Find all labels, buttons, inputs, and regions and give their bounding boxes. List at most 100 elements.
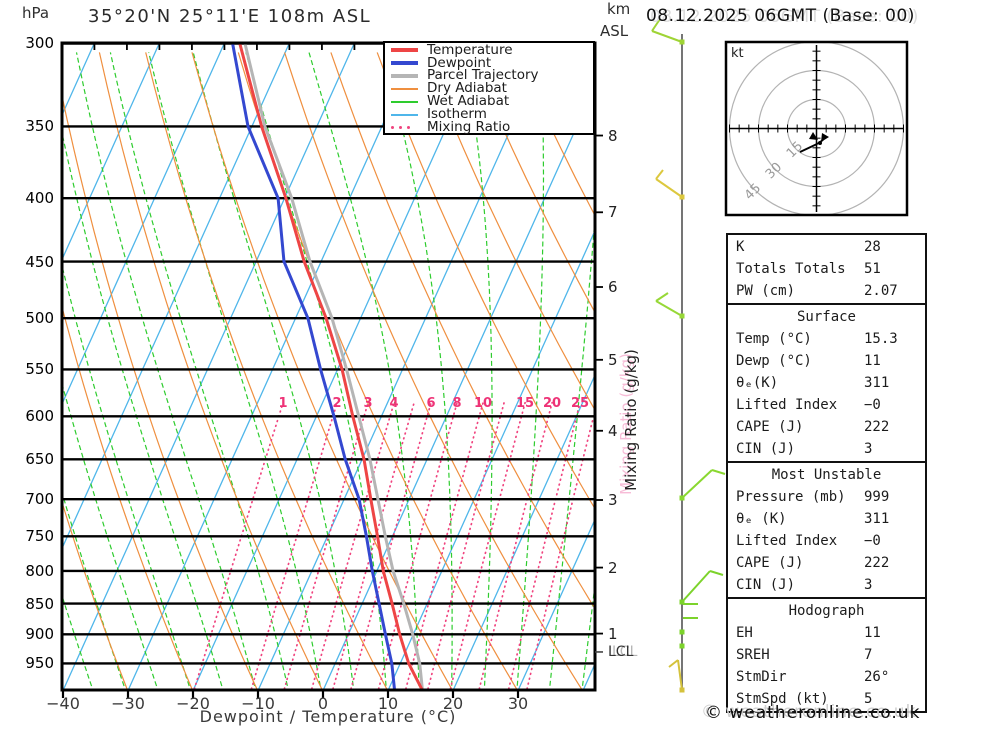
pressure-tick-label: 900 xyxy=(25,625,54,644)
index-value: 311 xyxy=(864,511,890,527)
x-axis-title: Dewpoint / Temperature (°C) xyxy=(199,707,457,726)
km-tick-label: 8 xyxy=(608,126,618,145)
indices-row: PW (cm) 2.07 xyxy=(728,280,925,302)
pressure-tick-label: 450 xyxy=(25,252,54,271)
indices-row: CIN (J) 3 xyxy=(728,438,925,460)
parcel-curve xyxy=(243,43,424,690)
index-label: Temp (°C) xyxy=(736,331,812,347)
mixing-ratio-value-label: 20 xyxy=(542,396,562,411)
chart-legend: Temperature Dewpoint Parcel Trajectory Dry … xyxy=(383,41,595,135)
mixing-ratio-value-label: 1 xyxy=(278,396,288,411)
index-label: Pressure (mb) xyxy=(736,489,846,505)
indices-row: StmSpd (kt) 5 xyxy=(728,688,925,710)
index-label: PW (cm) xyxy=(736,283,796,299)
mixing-ratio-line xyxy=(507,401,581,690)
isotherm-line xyxy=(322,84,595,690)
legend-item-parcel: Parcel Trajectory xyxy=(391,69,593,83)
wet-adiabat-line xyxy=(516,52,545,690)
indices-row: SREH 7 xyxy=(728,644,925,666)
index-value: 311 xyxy=(864,375,890,391)
index-value: 26° xyxy=(864,669,890,685)
pressure-tick-label: 750 xyxy=(25,527,54,546)
legend-label: Wet Adiabat xyxy=(427,93,510,110)
dry-adiabat-line xyxy=(469,52,595,314)
hodograph-trace xyxy=(799,143,818,153)
indices-row: StmDir 26° xyxy=(728,666,925,688)
wind-barb xyxy=(651,30,683,43)
index-label: CAPE (J) xyxy=(736,419,804,435)
section-title: Hodograph xyxy=(788,603,865,619)
index-label: CIN (J) xyxy=(736,441,796,457)
dry-adiabat-line xyxy=(237,52,518,690)
km-tick-label: 5 xyxy=(608,350,618,369)
legend-label: Dewpoint xyxy=(427,54,492,71)
skewt-background-lines xyxy=(62,43,595,690)
km-tick-label: 6 xyxy=(608,278,618,296)
index-value: 222 xyxy=(864,419,890,435)
index-value: 3 xyxy=(864,577,873,593)
mixing-ratio-line xyxy=(310,401,395,690)
index-value: 11 xyxy=(864,625,881,641)
index-label: Dewp (°C) xyxy=(736,353,812,369)
valid-date-title: 08.12.2025 06GMT (Base: 00) xyxy=(646,6,915,26)
hodograph xyxy=(724,40,909,217)
index-value: 11 xyxy=(864,353,881,369)
pressure-tick-label: 950 xyxy=(25,654,54,673)
indices-row: K 28 xyxy=(728,236,925,258)
indices-row: θₑ(K) 311 xyxy=(728,372,925,394)
index-value: 3 xyxy=(864,441,873,457)
index-value: 28 xyxy=(864,239,881,255)
index-value: 51 xyxy=(864,261,881,277)
mixing-ratio-value-label: 25 xyxy=(570,396,590,411)
indices-row: Lifted Index −0 xyxy=(728,394,925,416)
legend-item-wet: Wet Adiabat xyxy=(391,93,593,110)
hodograph-unit-label: kt xyxy=(731,46,744,61)
dewpoint-line-sample xyxy=(391,61,418,66)
page-title: 35°20'N 25°11'E 108m ASL xyxy=(88,6,372,27)
indices-row: CIN (J) 3 xyxy=(728,574,925,596)
temp-tick-label: 10 xyxy=(377,694,399,713)
dry-adiabat-line xyxy=(98,52,323,690)
mixing-ratio-line xyxy=(331,401,415,690)
km-tick-label: 2 xyxy=(608,558,618,577)
mixing-ratio-line xyxy=(426,401,505,690)
pressure-tick-label: 650 xyxy=(25,450,54,469)
wet-adiabat-line xyxy=(75,52,257,690)
indices-row: Lifted Index −0 xyxy=(728,530,925,552)
mixing-ratio-line xyxy=(193,401,284,690)
dry-adiabat-line xyxy=(422,52,595,412)
wind-barb xyxy=(681,570,711,603)
wet-adiabat-line xyxy=(463,52,493,690)
mixing-ratio-value-label: 10 xyxy=(473,396,493,411)
hodograph-frame xyxy=(724,40,909,217)
dry-adiabat-line xyxy=(284,52,583,690)
indices-row: CAPE (J) 222 xyxy=(728,552,925,574)
pressure-tick-label: 800 xyxy=(25,561,54,580)
mixing-line-sample xyxy=(391,126,418,130)
temp-tick-label: −20 xyxy=(176,694,210,713)
hodograph-trace-arrow xyxy=(809,132,818,140)
temp-tick-label: 0 xyxy=(317,694,329,713)
wind-level-dot xyxy=(679,194,685,200)
isotherm-line xyxy=(62,43,161,262)
mixing-ratio-value-label: 8 xyxy=(452,396,462,411)
index-label: θₑ(K) xyxy=(736,375,779,391)
index-label: EH xyxy=(736,625,753,641)
index-value: 999 xyxy=(864,489,890,505)
wind-level-dot xyxy=(679,687,685,693)
isotherm-line xyxy=(62,43,356,690)
km-tick-label: 4 xyxy=(608,421,618,440)
index-label: CIN (J) xyxy=(736,577,796,593)
dewpoint-curve xyxy=(231,43,397,690)
legend-label: Dry Adiabat xyxy=(427,80,507,97)
wind-barb xyxy=(655,300,683,317)
legend-item-dewpoint: Dewpoint xyxy=(391,54,593,71)
wet-adiabat-line xyxy=(581,580,595,690)
legend-item-dry: Dry Adiabat xyxy=(391,80,593,97)
index-label: Totals Totals xyxy=(736,261,846,277)
wet-adiabat-line xyxy=(148,52,322,690)
lcl-label: LCL xyxy=(608,644,634,660)
wind-barb-feather xyxy=(711,469,726,475)
